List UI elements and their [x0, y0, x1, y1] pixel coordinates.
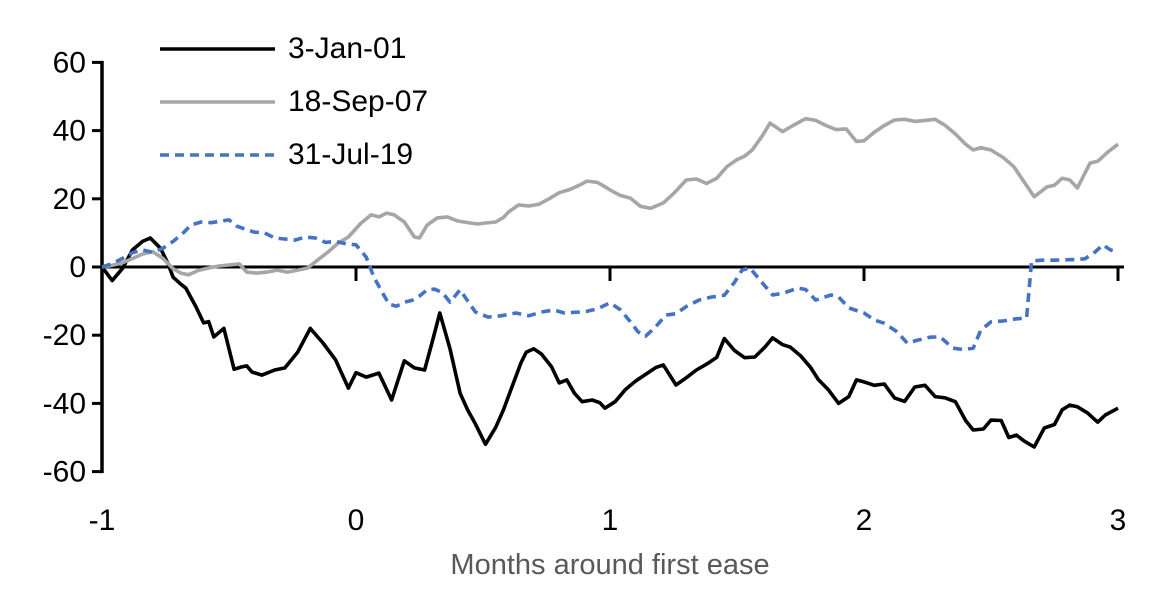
- legend-swatch-solid-gray-icon: [160, 100, 275, 104]
- y-axis-tick-label: 20: [53, 183, 86, 216]
- legend-swatch-dashed-blue-icon: [160, 153, 275, 157]
- legend-item-18-sep-07: 18-Sep-07: [158, 86, 428, 118]
- y-axis-tick-label: 40: [53, 115, 86, 148]
- y-axis-tick-label: 60: [53, 46, 86, 79]
- y-axis-tick-label: -20: [43, 319, 86, 352]
- x-axis-tick-label: 3: [1110, 504, 1127, 537]
- legend-label: 18-Sep-07: [288, 85, 429, 118]
- legend: 3-Jan-01 18-Sep-07 31-Jul-19: [158, 33, 428, 192]
- x-axis-tick-label: 2: [856, 504, 873, 537]
- legend-item-3-jan-01: 3-Jan-01: [158, 33, 428, 65]
- legend-label: 31-Jul-19: [288, 138, 414, 171]
- legend-swatch-solid-black-icon: [160, 47, 275, 51]
- x-axis-tick-label: -1: [89, 504, 116, 537]
- x-axis-title: Months around first ease: [450, 549, 770, 581]
- y-axis-tick-label: 0: [69, 251, 86, 284]
- y-axis-tick-label: -40: [43, 387, 86, 420]
- x-axis-tick-label: 1: [602, 504, 619, 537]
- legend-item-31-jul-19: 31-Jul-19: [158, 139, 428, 171]
- y-axis-tick-label: -60: [43, 456, 86, 489]
- series-line-3-Jan-01: [100, 236, 1119, 449]
- x-axis-tick-label: 0: [348, 504, 365, 537]
- legend-label: 3-Jan-01: [288, 32, 407, 65]
- series-line-18-Sep-07: [101, 116, 1120, 277]
- series-line-31-Jul-19: [101, 218, 1119, 352]
